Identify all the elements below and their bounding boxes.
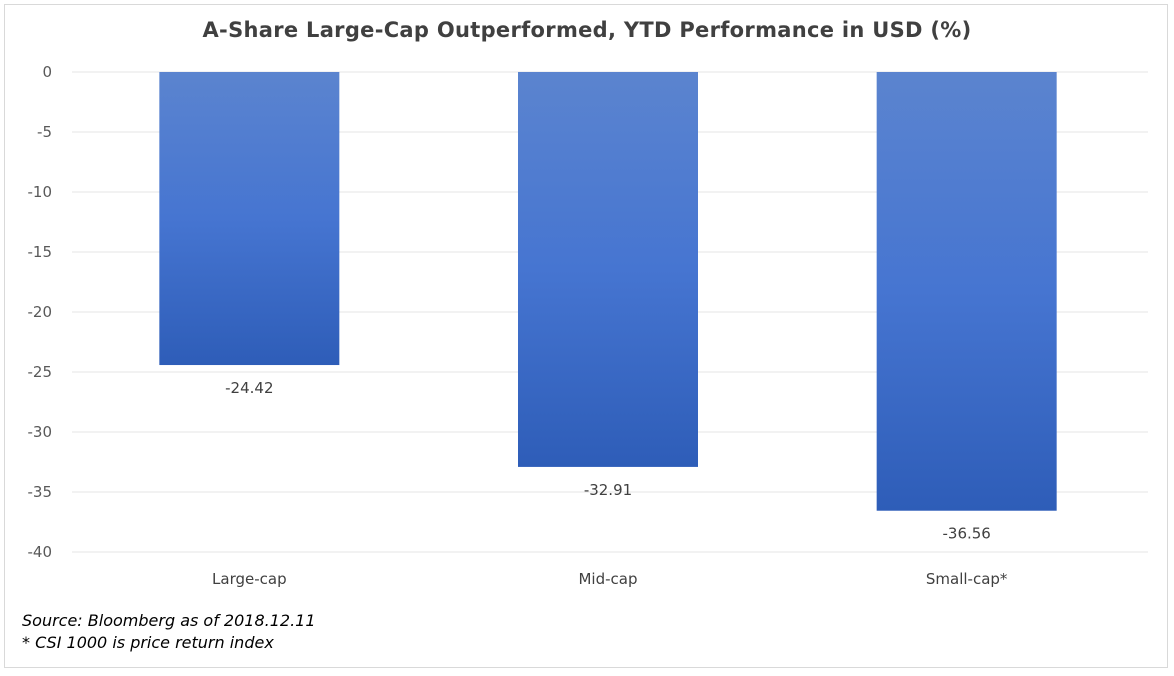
category-label: Mid-cap	[578, 570, 637, 588]
category-label: Small-cap*	[926, 570, 1008, 588]
chart-notes: Source: Bloomberg as of 2018.12.11 * CSI…	[22, 610, 316, 654]
y-tick-label: -15	[28, 243, 53, 261]
data-label: -32.91	[584, 481, 632, 499]
y-tick-label: -25	[28, 363, 53, 381]
y-tick-label: -35	[28, 483, 53, 501]
source-note: Source: Bloomberg as of 2018.12.11	[22, 611, 316, 630]
bar-large-cap	[159, 72, 340, 366]
chart-title: A-Share Large-Cap Outperformed, YTD Perf…	[202, 18, 972, 42]
y-tick-label: -40	[28, 543, 53, 561]
data-label: -24.42	[225, 379, 273, 397]
footnote: * CSI 1000 is price return index	[22, 633, 274, 652]
category-label: Large-cap	[212, 570, 287, 588]
y-tick-label: 0	[42, 63, 52, 81]
y-tick-label: -20	[28, 303, 53, 321]
bar-small-cap	[876, 72, 1057, 511]
y-tick-label: -10	[28, 183, 53, 201]
bar-mid-cap	[518, 72, 698, 467]
y-tick-label: -5	[37, 123, 52, 141]
data-label: -36.56	[942, 525, 990, 543]
y-tick-label: -30	[28, 423, 53, 441]
